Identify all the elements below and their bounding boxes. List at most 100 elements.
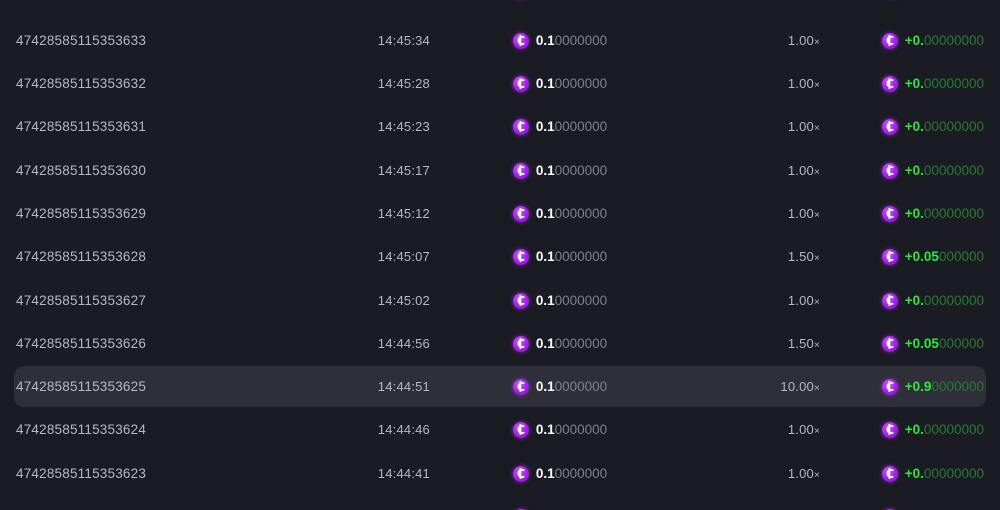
multiplier-symbol: ×: [813, 253, 820, 264]
bet-multiplier: 1.50×: [690, 336, 820, 351]
bet-amount-value: 0.10000000: [536, 379, 607, 394]
cedi-coin-icon: [512, 508, 529, 510]
bet-multiplier-value: 1.00: [787, 163, 814, 178]
bet-multiplier: 10.00×: [690, 379, 820, 394]
table-row[interactable]: 47428585115353630 14:45:17 0.10000000 1.00×…: [0, 149, 1000, 192]
bet-multiplier-value: 1.00: [787, 293, 814, 308]
bet-id: 47428585115353629: [16, 206, 147, 221]
bet-amount-major: 0.1: [535, 33, 555, 48]
multiplier-symbol: ×: [813, 426, 820, 437]
cedi-coin-icon: [881, 32, 898, 49]
bet-amount-value: 0.10000000: [536, 249, 607, 264]
cedi-coin-icon: [881, 205, 898, 222]
bet-payout: +0.00000000: [820, 205, 1000, 222]
bet-time: 14:45:23: [377, 119, 430, 134]
bet-amount-minor: 0000000: [554, 163, 608, 178]
bet-time: 14:44:41: [377, 466, 430, 481]
bet-payout-minor: 00000000: [923, 206, 984, 221]
bet-amount-value: 0.10000000: [536, 466, 607, 481]
table-row[interactable]: 47428585115353626 14:44:56 0.10000000 1.50×…: [0, 322, 1000, 365]
table-row[interactable]: 47428585115353633 14:45:34 0.10000000 1.00×…: [0, 19, 1000, 62]
multiplier-symbol: ×: [813, 470, 820, 481]
table-row[interactable]: 4742858511535363414:45:060.200000000.00×…: [0, 0, 1000, 12]
cedi-coin-icon: [512, 378, 529, 395]
bet-amount: 0.10000000: [430, 205, 690, 222]
bet-amount-major: 0.1: [535, 336, 555, 351]
bet-payout-value: +0.00000000: [905, 76, 984, 91]
multiplier-symbol: ×: [813, 167, 820, 178]
bet-multiplier-value: 1.50: [787, 336, 814, 351]
bet-amount-value: 0.10000000: [536, 293, 607, 308]
table-row[interactable]: 47428585115353629 14:45:12 0.10000000 1.00×…: [0, 192, 1000, 235]
cedi-coin-icon: [512, 75, 529, 92]
bet-payout-minor: 00000000: [923, 76, 984, 91]
bet-id: 47428585115353627: [16, 293, 147, 308]
bet-amount: 0.10000000: [430, 32, 690, 49]
multiplier-symbol: ×: [813, 37, 820, 48]
bet-multiplier-value: 1.00: [787, 119, 814, 134]
bet-amount-major: 0.1: [535, 206, 555, 221]
bet-amount-major: 0.1: [535, 379, 555, 394]
bet-payout-value: +0.00000000: [905, 206, 984, 221]
bet-id: 47428585115353628: [16, 249, 147, 264]
bet-payout: +0.90000000: [820, 378, 1000, 395]
bet-id: 47428585115353631: [16, 119, 147, 134]
bet-amount: 0.10000000: [430, 465, 690, 482]
bet-time: 14:45:12: [377, 206, 430, 221]
cedi-coin-icon: [512, 248, 529, 265]
cedi-coin-icon: [881, 75, 898, 92]
bet-multiplier-value: 1.50: [787, 249, 814, 264]
table-row[interactable]: 4742858511535362214:44:350.100000001.00×…: [0, 495, 1000, 510]
bet-payout-value: +0.00000000: [905, 293, 984, 308]
bet-payout-major: +0.: [904, 466, 924, 481]
bet-payout-value: +0.00000000: [905, 33, 984, 48]
bet-amount: 0.10000000: [430, 248, 690, 265]
bet-payout-minor: 00000000: [923, 33, 984, 48]
table-row[interactable]: 47428585115353632 14:45:28 0.10000000 1.00×…: [0, 62, 1000, 105]
table-row[interactable]: 47428585115353625 14:44:51 0.10000000 10.00…: [0, 365, 1000, 408]
bet-payout-minor: 00000000: [923, 163, 984, 178]
bet-amount-minor: 0000000: [554, 119, 608, 134]
multiplier-symbol: ×: [813, 210, 820, 221]
bet-id: 47428585115353632: [16, 76, 147, 91]
bet-payout-minor: 00000000: [923, 422, 984, 437]
bet-multiplier: 1.00×: [690, 119, 820, 134]
bet-payout-major: +0.: [904, 33, 924, 48]
bet-payout-major: +0.9: [904, 379, 932, 394]
bet-time: 14:45:28: [377, 76, 430, 91]
bet-multiplier: 1.00×: [690, 466, 820, 481]
bet-amount-value: 0.10000000: [536, 76, 607, 91]
bet-amount-minor: 0000000: [554, 466, 608, 481]
bet-id: 47428585115353633: [16, 33, 147, 48]
bet-payout-major: +0.: [904, 119, 924, 134]
bet-multiplier: 1.00×: [690, 422, 820, 437]
table-row[interactable]: 47428585115353624 14:44:46 0.10000000 1.00×…: [0, 408, 1000, 451]
bet-amount-major: 0.1: [535, 76, 555, 91]
bet-amount-minor: 0000000: [554, 379, 608, 394]
table-row[interactable]: 47428585115353623 14:44:41 0.10000000 1.00×…: [0, 452, 1000, 495]
bet-amount-minor: 0000000: [554, 336, 608, 351]
bet-payout-major: +0.: [904, 422, 924, 437]
bet-payout-major: +0.: [904, 76, 924, 91]
cedi-coin-icon: [512, 292, 529, 309]
multiplier-symbol: ×: [813, 383, 820, 394]
cedi-coin-icon: [881, 465, 898, 482]
bet-amount-value: 0.10000000: [536, 336, 607, 351]
cedi-coin-icon: [881, 248, 898, 265]
bet-payout-value: +0.05000000: [905, 336, 984, 351]
bet-id: 47428585115353624: [16, 422, 147, 437]
table-row[interactable]: 47428585115353628 14:45:07 0.10000000 1.50×…: [0, 235, 1000, 278]
table-row[interactable]: 47428585115353627 14:45:02 0.10000000 1.00×…: [0, 279, 1000, 322]
bet-amount-minor: 0000000: [554, 422, 608, 437]
bet-time: 14:45:34: [377, 33, 430, 48]
bet-payout-minor: 000000: [938, 336, 984, 351]
multiplier-symbol: ×: [813, 123, 820, 134]
bet-payout-value: +0.00000000: [905, 163, 984, 178]
bet-payout: +0.05000000: [820, 335, 1000, 352]
bet-amount-value: 0.10000000: [536, 119, 607, 134]
bet-payout-major: +0.05: [904, 336, 939, 351]
cedi-coin-icon: [881, 421, 898, 438]
table-row[interactable]: 47428585115353631 14:45:23 0.10000000 1.00×…: [0, 105, 1000, 148]
bet-payout-value: +0.90000000: [905, 379, 984, 394]
